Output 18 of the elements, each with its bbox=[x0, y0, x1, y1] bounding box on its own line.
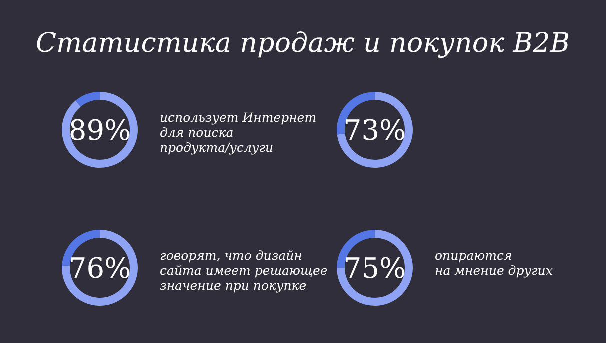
text: продукта/услуги bbox=[160, 140, 274, 155]
text: использует Интернет bbox=[160, 110, 317, 125]
text: для поиска bbox=[160, 125, 234, 140]
text: Статистика продаж и покупок B2B bbox=[36, 28, 570, 59]
donut-slice bbox=[62, 92, 138, 168]
text: сайта имеет решающее bbox=[160, 263, 328, 278]
donut-slice bbox=[62, 230, 138, 306]
text: на мнение других bbox=[435, 263, 553, 278]
data-label: 89% bbox=[68, 114, 132, 147]
text: опираются bbox=[435, 248, 512, 263]
text: говорят, что дизайн bbox=[160, 248, 302, 263]
data-label: 76% bbox=[68, 252, 132, 285]
donut-slice bbox=[337, 230, 413, 306]
data-label: 73% bbox=[344, 114, 406, 147]
data-label: 75% bbox=[344, 252, 406, 285]
text: значение при покупке bbox=[160, 278, 307, 293]
donut-slice bbox=[337, 92, 413, 168]
donut-slice bbox=[76, 92, 100, 107]
